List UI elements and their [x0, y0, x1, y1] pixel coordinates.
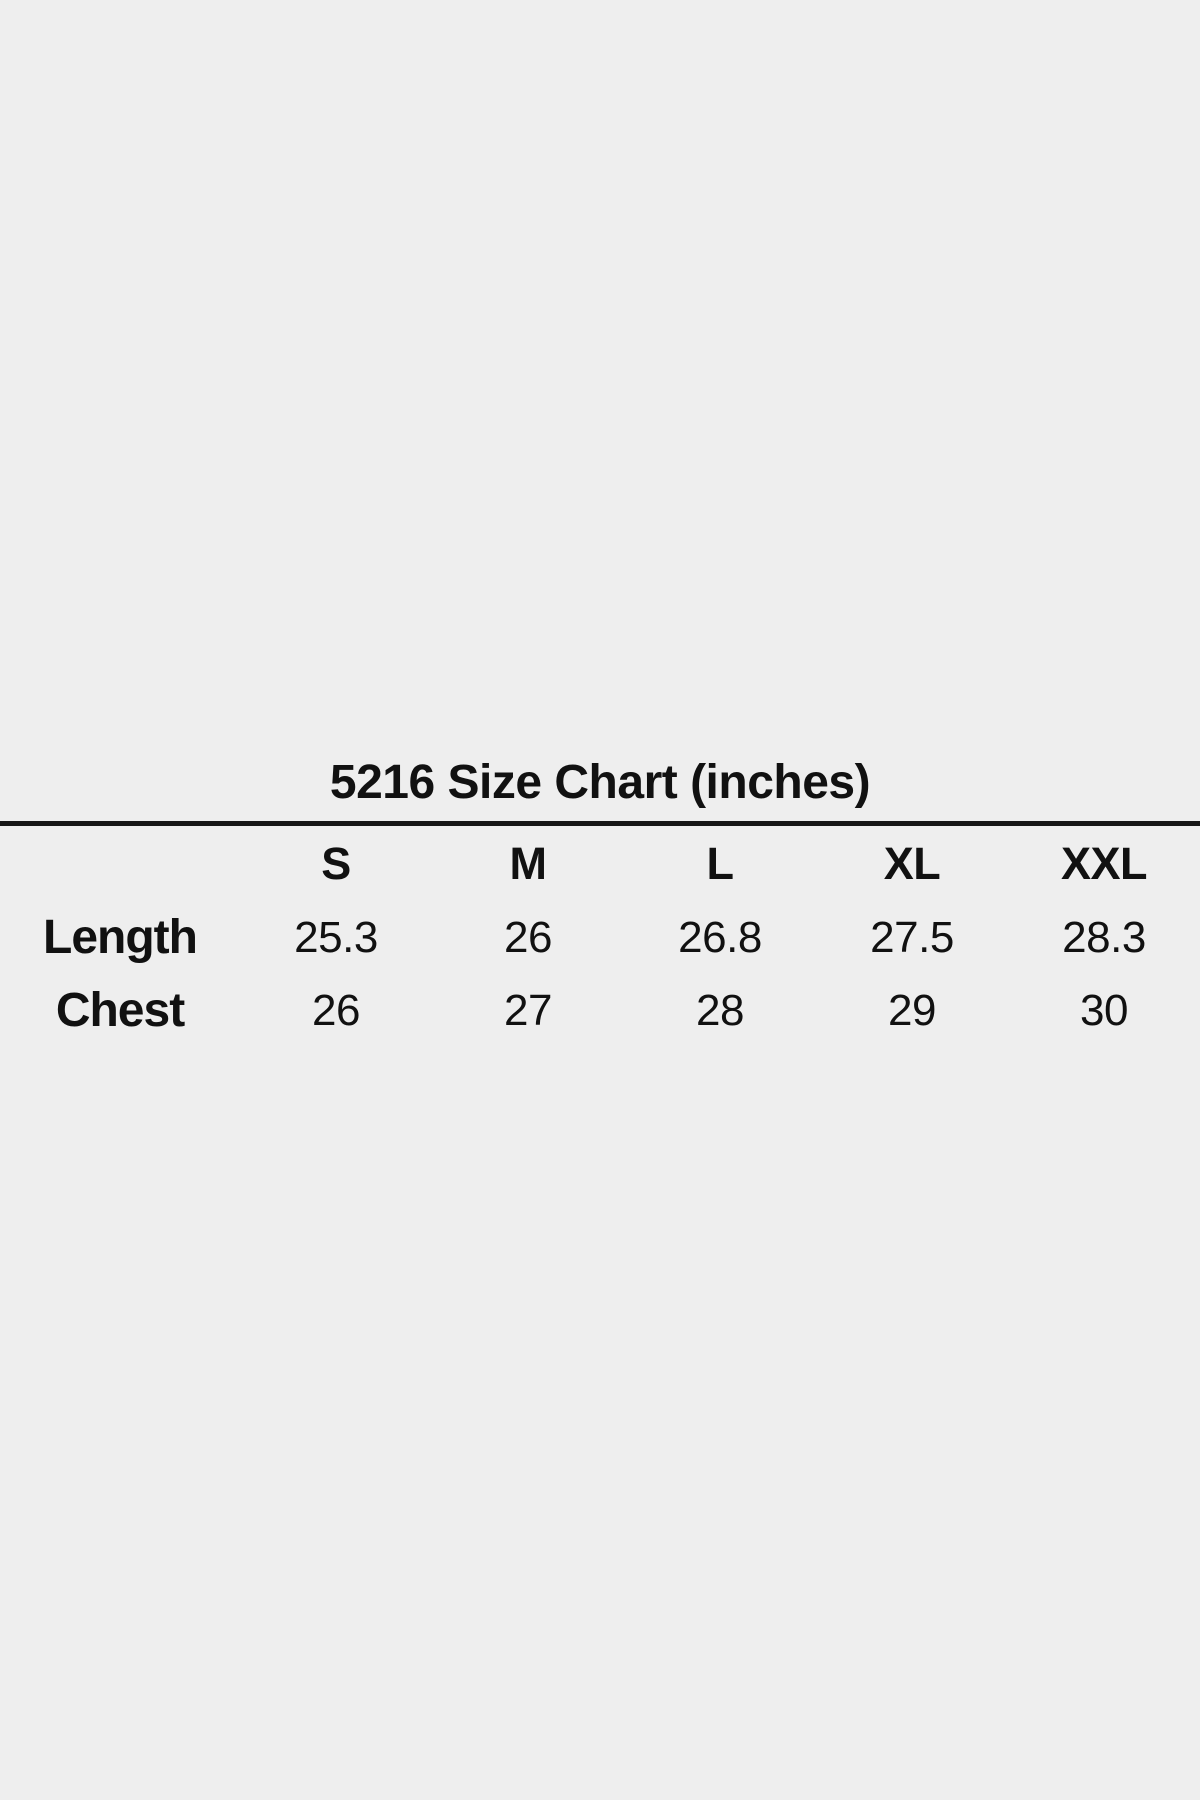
length-value-s: 25.3: [294, 912, 378, 962]
chest-value-m: 27: [504, 985, 552, 1035]
size-chart-title: 5216 Size Chart (inches): [0, 745, 1200, 826]
chest-value-s: 26: [312, 985, 360, 1035]
row-label-length: Length: [43, 911, 198, 964]
column-header-xxl: XXL: [1060, 837, 1148, 889]
length-value-l: 26.8: [678, 912, 762, 962]
size-chart-grid: S M L XL XXL Length 25.3 26 26.8 27.5 28…: [0, 826, 1200, 1047]
size-chart-table: 5216 Size Chart (inches) S M L XL XXL Le…: [0, 745, 1200, 1047]
header-corner-cell: [0, 826, 240, 901]
column-header-l: L: [706, 837, 735, 889]
length-value-xl: 27.5: [870, 912, 954, 962]
row-label-chest: Chest: [55, 984, 185, 1037]
chest-value-xxl: 30: [1080, 985, 1128, 1035]
length-value-m: 26: [504, 912, 552, 962]
column-header-m: M: [509, 837, 548, 889]
chest-value-l: 28: [696, 985, 744, 1035]
chest-value-xl: 29: [888, 985, 936, 1035]
column-header-xl: XL: [883, 837, 941, 889]
length-value-xxl: 28.3: [1062, 912, 1146, 962]
column-header-s: S: [321, 837, 351, 889]
